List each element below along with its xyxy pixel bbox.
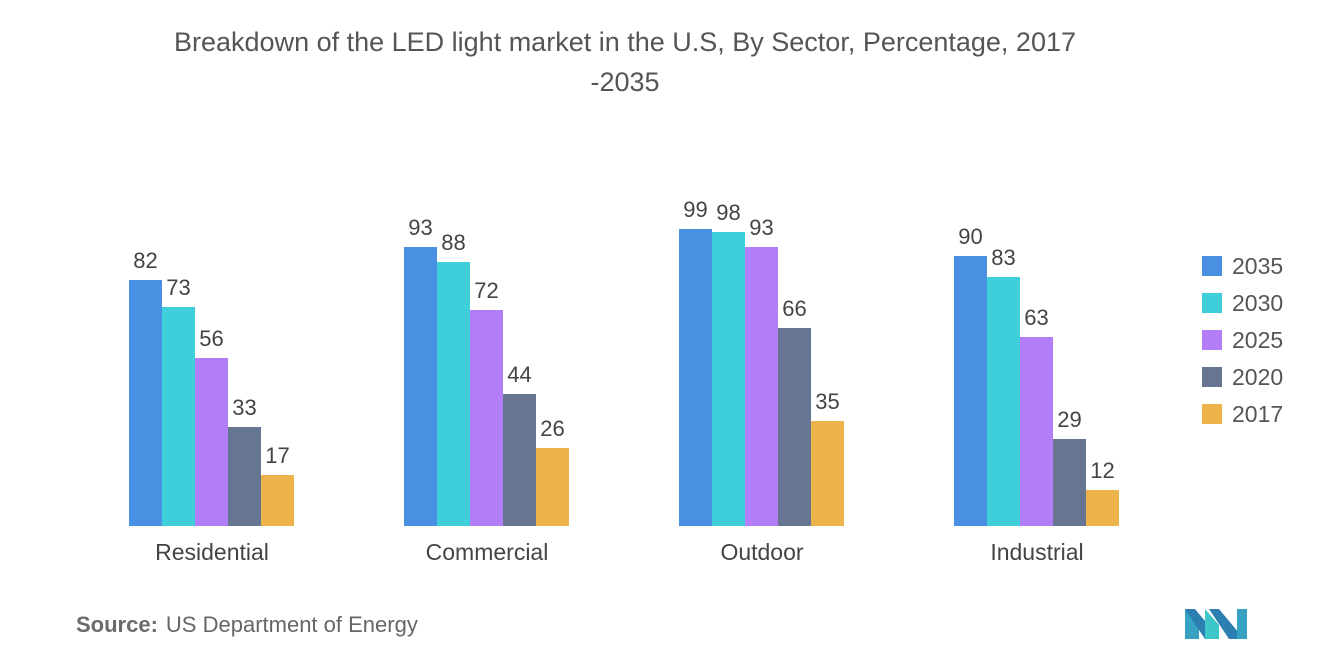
chart-title: Breakdown of the LED light market in the… <box>0 22 1250 102</box>
data-label-outdoor-2035: 99 <box>683 197 707 222</box>
data-label-outdoor-2020: 66 <box>782 296 806 321</box>
data-label-residential-2035: 82 <box>133 248 157 273</box>
bar-chart: 82 73 56 33 17 Residential 93 88 72 44 26 Commercia… <box>129 197 1283 565</box>
bar-industrial-2025 <box>1020 337 1053 526</box>
bar-outdoor-2030 <box>712 232 745 526</box>
legend-swatch-2035 <box>1202 256 1222 276</box>
legend-label-2035: 2035 <box>1232 253 1283 279</box>
data-label-outdoor-2030: 98 <box>716 200 740 225</box>
data-label-residential-2017: 17 <box>265 443 289 468</box>
bar-outdoor-2017 <box>811 421 844 526</box>
bar-outdoor-2025 <box>745 247 778 526</box>
chart-title-line-1: Breakdown of the LED light market in the… <box>174 27 1076 57</box>
bar-industrial-2017 <box>1086 490 1119 526</box>
data-label-industrial-2020: 29 <box>1057 407 1081 432</box>
legend-label-2030: 2030 <box>1232 290 1283 316</box>
data-label-outdoor-2017: 35 <box>815 389 839 414</box>
bar-commercial-2017 <box>536 448 569 526</box>
bar-industrial-2035 <box>954 256 987 526</box>
bar-commercial-2020 <box>503 394 536 526</box>
bar-industrial-2020 <box>1053 439 1086 526</box>
bar-outdoor-2020 <box>778 328 811 526</box>
data-label-commercial-2030: 88 <box>441 230 465 255</box>
data-label-commercial-2035: 93 <box>408 215 432 240</box>
x-tick-label-outdoor: Outdoor <box>720 539 803 565</box>
legend-swatch-2020 <box>1202 367 1222 387</box>
x-tick-label-commercial: Commercial <box>426 539 549 565</box>
data-label-residential-2030: 73 <box>166 275 190 300</box>
data-label-industrial-2025: 63 <box>1024 305 1048 330</box>
source-label: Source: <box>76 612 158 637</box>
bar-outdoor-2035 <box>679 229 712 526</box>
chart-title-line-2: -2035 <box>590 67 660 97</box>
legend-swatch-2030 <box>1202 293 1222 313</box>
data-label-commercial-2025: 72 <box>474 278 498 303</box>
data-label-industrial-2017: 12 <box>1090 458 1114 483</box>
data-label-residential-2025: 56 <box>199 326 223 351</box>
legend-swatch-2017 <box>1202 404 1222 424</box>
source-note: Source: US Department of Energy <box>76 612 418 638</box>
bar-residential-2035 <box>129 280 162 526</box>
bar-industrial-2030 <box>987 277 1020 526</box>
data-label-commercial-2020: 44 <box>507 362 531 387</box>
data-label-industrial-2035: 90 <box>958 224 982 249</box>
bar-commercial-2030 <box>437 262 470 526</box>
x-tick-label-residential: Residential <box>155 539 269 565</box>
legend-swatch-2025 <box>1202 330 1222 350</box>
bar-commercial-2035 <box>404 247 437 526</box>
data-label-residential-2020: 33 <box>232 395 256 420</box>
data-label-outdoor-2025: 93 <box>749 215 773 240</box>
bar-commercial-2025 <box>470 310 503 526</box>
source-text: US Department of Energy <box>165 612 418 637</box>
brand-logo-icon <box>1185 609 1247 639</box>
bar-residential-2025 <box>195 358 228 526</box>
legend-label-2017: 2017 <box>1232 401 1283 427</box>
bar-residential-2020 <box>228 427 261 526</box>
data-label-industrial-2030: 83 <box>991 245 1015 270</box>
legend-label-2020: 2020 <box>1232 364 1283 390</box>
bar-residential-2030 <box>162 307 195 526</box>
legend-label-2025: 2025 <box>1232 327 1283 353</box>
bar-residential-2017 <box>261 475 294 526</box>
x-tick-label-industrial: Industrial <box>990 539 1083 565</box>
data-label-commercial-2017: 26 <box>540 416 564 441</box>
